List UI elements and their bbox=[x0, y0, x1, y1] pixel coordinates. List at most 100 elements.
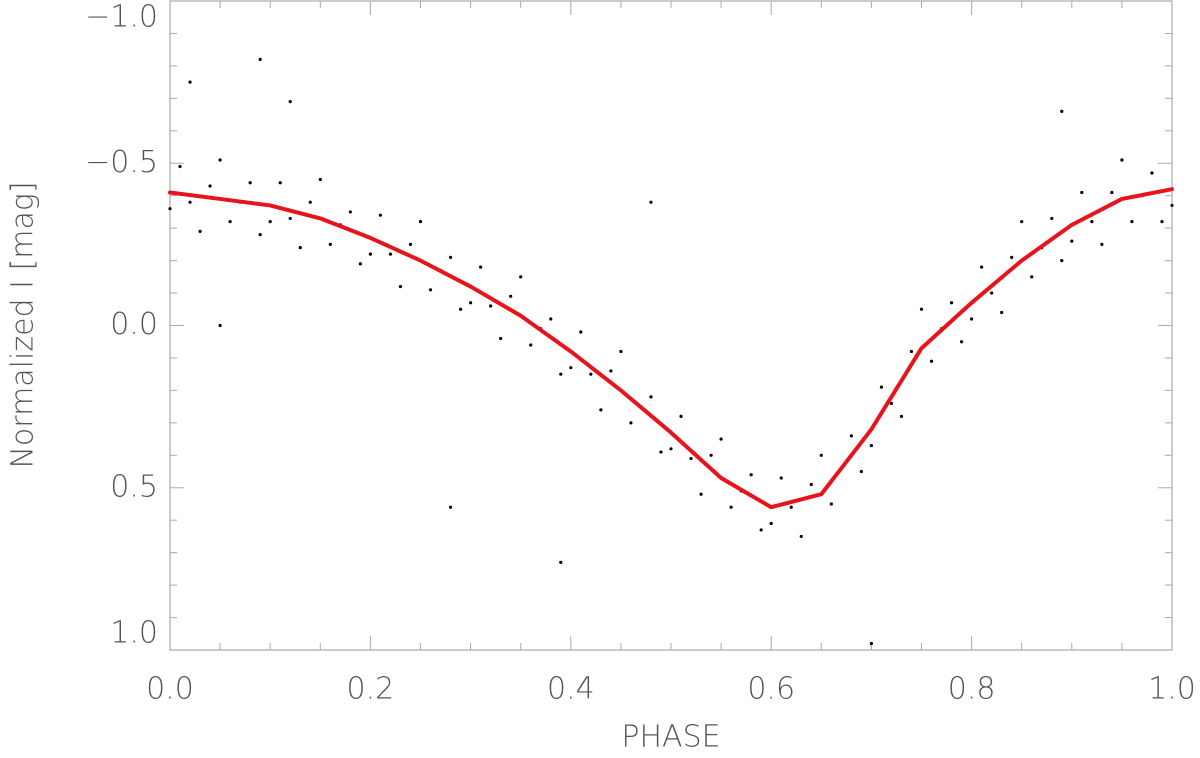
data-point bbox=[428, 288, 433, 292]
data-point bbox=[669, 447, 673, 451]
data-point bbox=[959, 340, 964, 344]
data-point bbox=[799, 534, 803, 539]
data-point bbox=[348, 210, 352, 214]
data-point bbox=[819, 453, 823, 457]
data-point bbox=[589, 372, 593, 376]
data-point bbox=[980, 265, 984, 269]
data-point bbox=[398, 284, 403, 289]
data-point bbox=[649, 395, 653, 399]
data-point bbox=[569, 366, 573, 370]
data-point bbox=[849, 434, 853, 438]
data-point bbox=[599, 408, 603, 412]
data-point bbox=[1050, 216, 1054, 221]
data-point bbox=[1160, 220, 1164, 224]
data-point bbox=[609, 369, 613, 373]
data-point bbox=[869, 641, 874, 646]
y-tick-label: 0.0 bbox=[110, 307, 158, 342]
data-point bbox=[1060, 259, 1064, 263]
data-point bbox=[699, 492, 703, 496]
data-point bbox=[489, 304, 493, 308]
data-point bbox=[448, 505, 453, 509]
data-point bbox=[1130, 220, 1134, 224]
data-point bbox=[559, 372, 563, 376]
data-point bbox=[929, 359, 934, 363]
data-point bbox=[789, 505, 793, 509]
data-point bbox=[268, 220, 272, 224]
data-point bbox=[188, 200, 192, 204]
data-point bbox=[659, 450, 663, 454]
data-point bbox=[328, 242, 332, 246]
data-point bbox=[509, 294, 513, 298]
data-point bbox=[990, 291, 994, 295]
data-point bbox=[729, 505, 733, 509]
data-point bbox=[288, 216, 292, 221]
data-point bbox=[1070, 239, 1074, 243]
data-point bbox=[208, 184, 212, 188]
data-point bbox=[388, 252, 393, 256]
data-point bbox=[479, 265, 483, 269]
fit-curve bbox=[168, 187, 1174, 510]
data-point bbox=[1010, 255, 1014, 259]
y-tick-label: 0.5 bbox=[110, 469, 158, 504]
data-point bbox=[178, 164, 182, 169]
x-tick-label: 0.8 bbox=[948, 672, 996, 707]
data-point bbox=[258, 233, 262, 237]
data-point bbox=[308, 200, 312, 204]
data-point bbox=[1080, 190, 1084, 195]
data-point bbox=[218, 158, 222, 162]
data-point bbox=[418, 220, 423, 224]
data-point bbox=[228, 220, 232, 224]
data-point bbox=[559, 560, 563, 564]
data-point bbox=[298, 246, 302, 250]
data-point bbox=[258, 57, 262, 62]
data-point bbox=[1110, 190, 1114, 195]
data-point bbox=[1020, 220, 1024, 224]
data-point bbox=[889, 401, 894, 405]
data-point bbox=[809, 482, 813, 487]
x-tick-label: 1.0 bbox=[1148, 672, 1196, 707]
data-point bbox=[629, 421, 633, 425]
data-point bbox=[769, 521, 773, 526]
data-point bbox=[879, 385, 884, 389]
data-point bbox=[829, 502, 833, 506]
data-point bbox=[278, 181, 282, 185]
data-point bbox=[779, 476, 783, 480]
data-point bbox=[949, 301, 954, 305]
plot-frame bbox=[169, 0, 1173, 651]
data-point bbox=[499, 336, 503, 341]
data-point bbox=[869, 443, 874, 448]
data-point bbox=[970, 317, 974, 321]
data-point bbox=[709, 453, 713, 457]
x-tick-label: 0.2 bbox=[347, 672, 395, 707]
data-point bbox=[1030, 275, 1034, 279]
data-point bbox=[218, 323, 222, 328]
data-point bbox=[1170, 203, 1174, 208]
data-point bbox=[899, 414, 904, 418]
data-point bbox=[408, 242, 413, 246]
data-point bbox=[288, 99, 292, 104]
x-axis-label: PHASE bbox=[621, 720, 720, 755]
data-point bbox=[689, 456, 693, 461]
y-tick-label: −1.0 bbox=[85, 0, 158, 35]
data-point bbox=[458, 307, 463, 311]
y-tick-label: 1.0 bbox=[110, 616, 158, 651]
data-point bbox=[649, 200, 653, 204]
data-point bbox=[168, 207, 172, 211]
data-point bbox=[529, 343, 533, 347]
data-point bbox=[248, 181, 252, 185]
data-point bbox=[859, 469, 863, 474]
x-tick-label: 0.0 bbox=[146, 672, 194, 707]
data-point bbox=[469, 301, 473, 305]
data-point bbox=[1060, 109, 1064, 113]
data-point bbox=[619, 349, 623, 354]
data-point bbox=[919, 307, 924, 311]
data-point bbox=[378, 213, 383, 217]
data-point bbox=[198, 229, 202, 233]
data-point bbox=[579, 330, 583, 334]
data-point bbox=[909, 349, 914, 354]
data-point bbox=[358, 262, 362, 266]
x-tick-label: 0.6 bbox=[747, 672, 795, 707]
data-point bbox=[1090, 220, 1094, 224]
